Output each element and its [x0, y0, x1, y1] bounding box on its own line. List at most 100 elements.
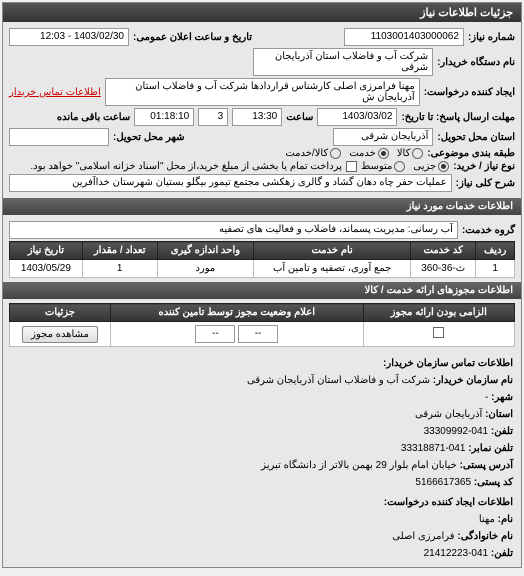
radio-medium[interactable]: متوسط [361, 161, 405, 172]
creator-name-value: مهنا [479, 514, 495, 525]
org-phone-label: تلفن: [491, 426, 513, 437]
creator-phone-value: 041-21412223 [424, 548, 489, 559]
row-buyer: نام دستگاه خریدار: شرکت آب و فاضلاب استا… [9, 48, 515, 76]
remaining-label: ساعت باقی مانده [57, 112, 130, 123]
main-header: جزئیات اطلاعات نیاز [3, 3, 521, 22]
status-field-1: -- [238, 325, 278, 343]
order-no-field: 1103001403000062 [344, 28, 464, 46]
th-qty: تعداد / مقدار [82, 242, 157, 260]
province-field: آذربایجان شرقی [333, 128, 433, 146]
permits-table: الزامی بودن ارائه مجوز اعلام وضعیت مجوز … [9, 303, 515, 347]
info-line: نام: مهنا [11, 512, 513, 528]
info-line: کد پستی: 5166617365 [11, 475, 513, 491]
radio-icon [378, 148, 389, 159]
deadline-time-field: 13:30 [232, 108, 282, 126]
payment-note: پرداخت تمام یا بخشی از مبلغ خرید،از محل … [30, 161, 342, 172]
org-province-value: آذربایجان شرقی [415, 409, 482, 420]
requester-label: ایجاد کننده درخواست: [424, 87, 515, 98]
table-row: 1 ث-36-360 جمع آوری، تصفیه و تامین آب مو… [10, 260, 515, 278]
org-city-label: شهر: [491, 392, 513, 403]
info-line: استان: آذربایجان شرقی [11, 407, 513, 423]
subject-type-label: طبقه بندی موضوعی: [427, 148, 515, 159]
remaining-time-field: 01:18:10 [134, 108, 194, 126]
contact-link[interactable]: اطلاعات تماس خریدار [9, 87, 101, 98]
creator-phone-label: تلفن: [491, 548, 513, 559]
permits-content: الزامی بودن ارائه مجوز اعلام وضعیت مجوز … [3, 299, 521, 351]
payment-checkbox[interactable] [346, 161, 357, 172]
radio-service[interactable]: خدمت [349, 148, 389, 159]
row-buy-type: نوع نیاز / خرید: جزیی متوسط پرداخت تمام … [9, 161, 515, 172]
info-line: شهر: - [11, 390, 513, 406]
radio-label: کالا [397, 148, 411, 159]
org-fax-label: تلفن نمابر: [468, 443, 513, 454]
info-line: آدرس پستی: خیابان امام بلوار 29 بهمن بال… [11, 458, 513, 474]
radio-both[interactable]: کالا/خدمت [285, 148, 341, 159]
province-label: استان محل تحویل: [437, 132, 515, 143]
org-province-label: استان: [485, 409, 513, 420]
row-deadline: مهلت ارسال پاسخ: تا تاریخ: 1403/03/02 سا… [9, 108, 515, 126]
th-unit: واحد اندازه گیری [157, 242, 254, 260]
buyer-field: شرکت آب و فاضلاب استان آذربایجان شرقی [253, 48, 433, 76]
order-no-label: شماره نیاز: [468, 32, 515, 43]
org-phone-value: 041-33309992 [424, 426, 489, 437]
td-qty: 1 [82, 260, 157, 278]
org-postal-label: کد پستی: [474, 477, 513, 488]
radio-icon [412, 148, 423, 159]
details-content: شماره نیاز: 1103001403000062 تاریخ و ساع… [3, 22, 521, 198]
row-desc: شرح کلی نیاز: عملیات حفر چاه دهان گشاد و… [9, 174, 515, 192]
org-contact-block: اطلاعات تماس سازمان خریدار: نام سازمان خ… [3, 351, 521, 567]
info-line: تلفن: 041-21412223 [11, 546, 513, 562]
table-row: -- -- مشاهده مجوز [10, 322, 515, 347]
mandatory-checkbox[interactable] [433, 327, 444, 338]
creator-family-label: نام خانوادگی: [457, 531, 513, 542]
desc-field: عملیات حفر چاه دهان گشاد و گالری زهکشی م… [9, 174, 452, 192]
deadline-date-field: 1403/03/02 [317, 108, 397, 126]
radio-goods[interactable]: کالا [397, 148, 424, 159]
city-field [9, 128, 109, 146]
row-province: استان محل تحویل: آذربایجان شرقی شهر محل … [9, 128, 515, 146]
announce-field: 1403/02/30 - 12:03 [9, 28, 129, 46]
org-fax-value: 041-33318871 [401, 443, 466, 454]
th-name: نام خدمت [254, 242, 411, 260]
remaining-count-field: 3 [198, 108, 228, 126]
radio-label: کالا/خدمت [285, 148, 328, 159]
org-city-value: - [485, 392, 488, 403]
view-permit-button[interactable]: مشاهده مجوز [22, 326, 98, 343]
time-label: ساعت [286, 112, 313, 123]
service-group-label: گروه خدمت: [462, 225, 515, 236]
th-details: جزئیات [10, 304, 111, 322]
table-header-row: ردیف کد خدمت نام خدمت واحد اندازه گیری ت… [10, 242, 515, 260]
td-mandatory [363, 322, 515, 347]
services-header: اطلاعات خدمات مورد نیاز [3, 198, 521, 215]
th-index: ردیف [476, 242, 515, 260]
org-address-value: خیابان امام بلوار 29 بهمن بالاتر از دانش… [261, 460, 457, 471]
td-date: 1403/05/29 [10, 260, 83, 278]
desc-label: شرح کلی نیاز: [456, 178, 515, 189]
org-name-value: شرکت آب و فاضلاب استان آذربایجان شرقی [247, 375, 430, 386]
th-status: اعلام وضعیت مجوز توسط تامین کننده [111, 304, 364, 322]
services-table: ردیف کد خدمت نام خدمت واحد اندازه گیری ت… [9, 241, 515, 278]
creator-family-value: فرامرزی اصلی [392, 531, 454, 542]
org-contact-header: اطلاعات تماس سازمان خریدار: [11, 356, 513, 372]
permits-header: اطلاعات مجوزهای ارائه خدمت / کالا [3, 282, 521, 299]
radio-minor[interactable]: جزیی [413, 161, 449, 172]
th-date: تاریخ نیاز [10, 242, 83, 260]
radio-label: جزیی [413, 161, 436, 172]
row-order-announce: شماره نیاز: 1103001403000062 تاریخ و ساع… [9, 28, 515, 46]
radio-label: متوسط [361, 161, 392, 172]
org-address-label: آدرس پستی: [460, 460, 513, 471]
td-status: -- -- [111, 322, 364, 347]
buy-type-label: نوع نیاز / خرید: [453, 161, 515, 172]
info-line: تلفن: 041-33309992 [11, 424, 513, 440]
city-label: شهر محل تحویل: [113, 132, 185, 143]
announce-label: تاریخ و ساعت اعلان عمومی: [133, 32, 252, 43]
row-service-group: گروه خدمت: آب رسانی: مدیریت پسماند، فاضل… [9, 221, 515, 239]
buy-type-radios: جزیی متوسط [361, 161, 449, 172]
requester-field: مهنا فرامرزی اصلی کارشناس قراردادها شرکت… [105, 78, 420, 106]
info-line: نام سازمان خریدار: شرکت آب و فاضلاب استا… [11, 373, 513, 389]
td-code: ث-36-360 [411, 260, 476, 278]
row-requester: ایجاد کننده درخواست: مهنا فرامرزی اصلی ک… [9, 78, 515, 106]
services-content: گروه خدمت: آب رسانی: مدیریت پسماند، فاضل… [3, 215, 521, 282]
table-header-row: الزامی بودن ارائه مجوز اعلام وضعیت مجوز … [10, 304, 515, 322]
buyer-label: نام دستگاه خریدار: [437, 57, 515, 68]
